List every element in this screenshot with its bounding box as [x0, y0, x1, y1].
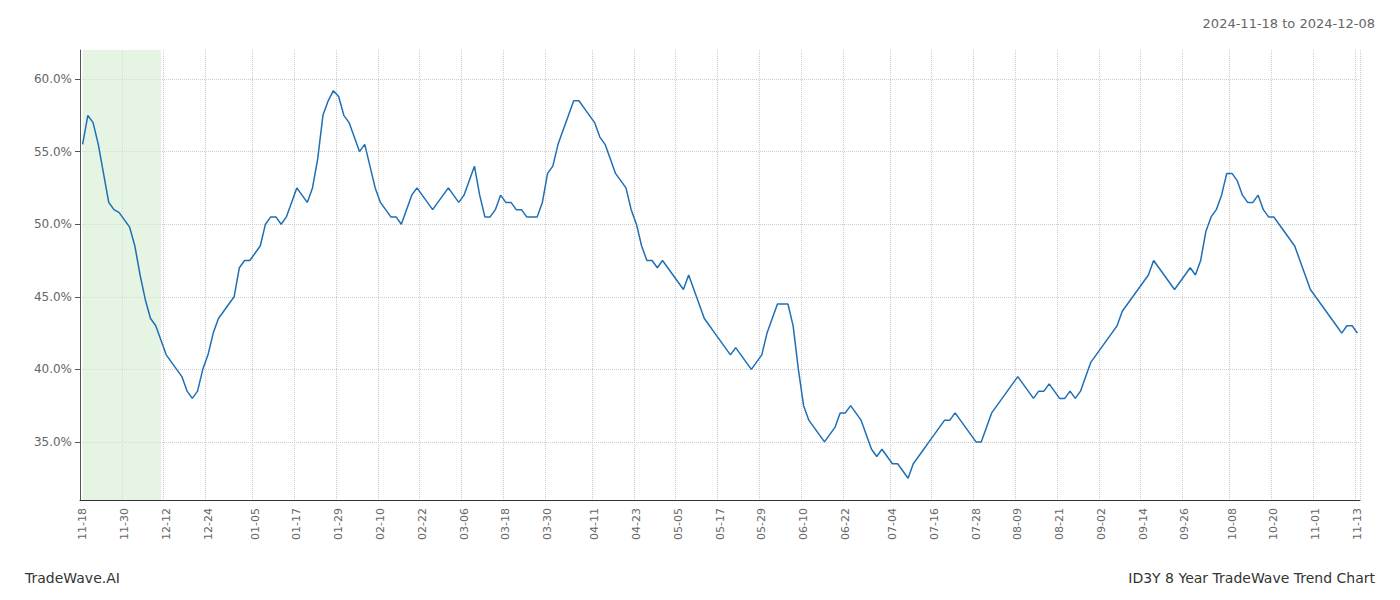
svg-text:07-16: 07-16: [928, 508, 941, 540]
svg-text:2024-11-18 to 2024-12-08: 2024-11-18 to 2024-12-08: [1203, 16, 1375, 31]
svg-text:04-11: 04-11: [588, 508, 601, 540]
svg-text:50.0%: 50.0%: [34, 217, 72, 231]
svg-text:12-12: 12-12: [160, 508, 173, 540]
svg-text:11-30: 11-30: [118, 508, 131, 540]
svg-text:01-29: 01-29: [332, 508, 345, 540]
svg-text:02-22: 02-22: [416, 508, 429, 540]
svg-text:10-08: 10-08: [1226, 508, 1239, 540]
svg-text:06-22: 06-22: [839, 508, 852, 540]
svg-text:03-06: 03-06: [458, 508, 471, 540]
svg-text:06-10: 06-10: [797, 508, 810, 540]
svg-text:08-21: 08-21: [1053, 508, 1066, 540]
svg-text:11-13: 11-13: [1351, 508, 1364, 540]
svg-text:05-29: 05-29: [755, 508, 768, 540]
svg-text:01-05: 01-05: [249, 508, 262, 540]
svg-text:35.0%: 35.0%: [34, 435, 72, 449]
svg-text:11-01: 11-01: [1309, 508, 1322, 540]
svg-text:03-30: 03-30: [541, 508, 554, 540]
svg-text:05-05: 05-05: [672, 508, 685, 540]
svg-text:08-09: 08-09: [1011, 508, 1024, 540]
svg-text:60.0%: 60.0%: [34, 72, 72, 86]
svg-text:03-18: 03-18: [499, 508, 512, 540]
svg-text:09-14: 09-14: [1137, 508, 1150, 540]
svg-text:07-28: 07-28: [970, 508, 983, 540]
svg-text:05-17: 05-17: [714, 508, 727, 540]
svg-text:11-18: 11-18: [76, 508, 89, 540]
svg-text:04-23: 04-23: [630, 508, 643, 540]
svg-text:01-17: 01-17: [290, 508, 303, 540]
svg-text:09-02: 09-02: [1095, 508, 1108, 540]
svg-text:09-26: 09-26: [1178, 508, 1191, 540]
svg-text:55.0%: 55.0%: [34, 145, 72, 159]
svg-text:07-04: 07-04: [886, 508, 899, 540]
svg-text:10-20: 10-20: [1267, 508, 1280, 540]
svg-text:ID3Y 8 Year TradeWave Trend Ch: ID3Y 8 Year TradeWave Trend Chart: [1128, 570, 1375, 586]
svg-text:TradeWave.AI: TradeWave.AI: [24, 570, 120, 586]
svg-text:40.0%: 40.0%: [34, 362, 72, 376]
svg-text:45.0%: 45.0%: [34, 290, 72, 304]
svg-text:12-24: 12-24: [202, 508, 215, 540]
svg-text:02-10: 02-10: [374, 508, 387, 540]
